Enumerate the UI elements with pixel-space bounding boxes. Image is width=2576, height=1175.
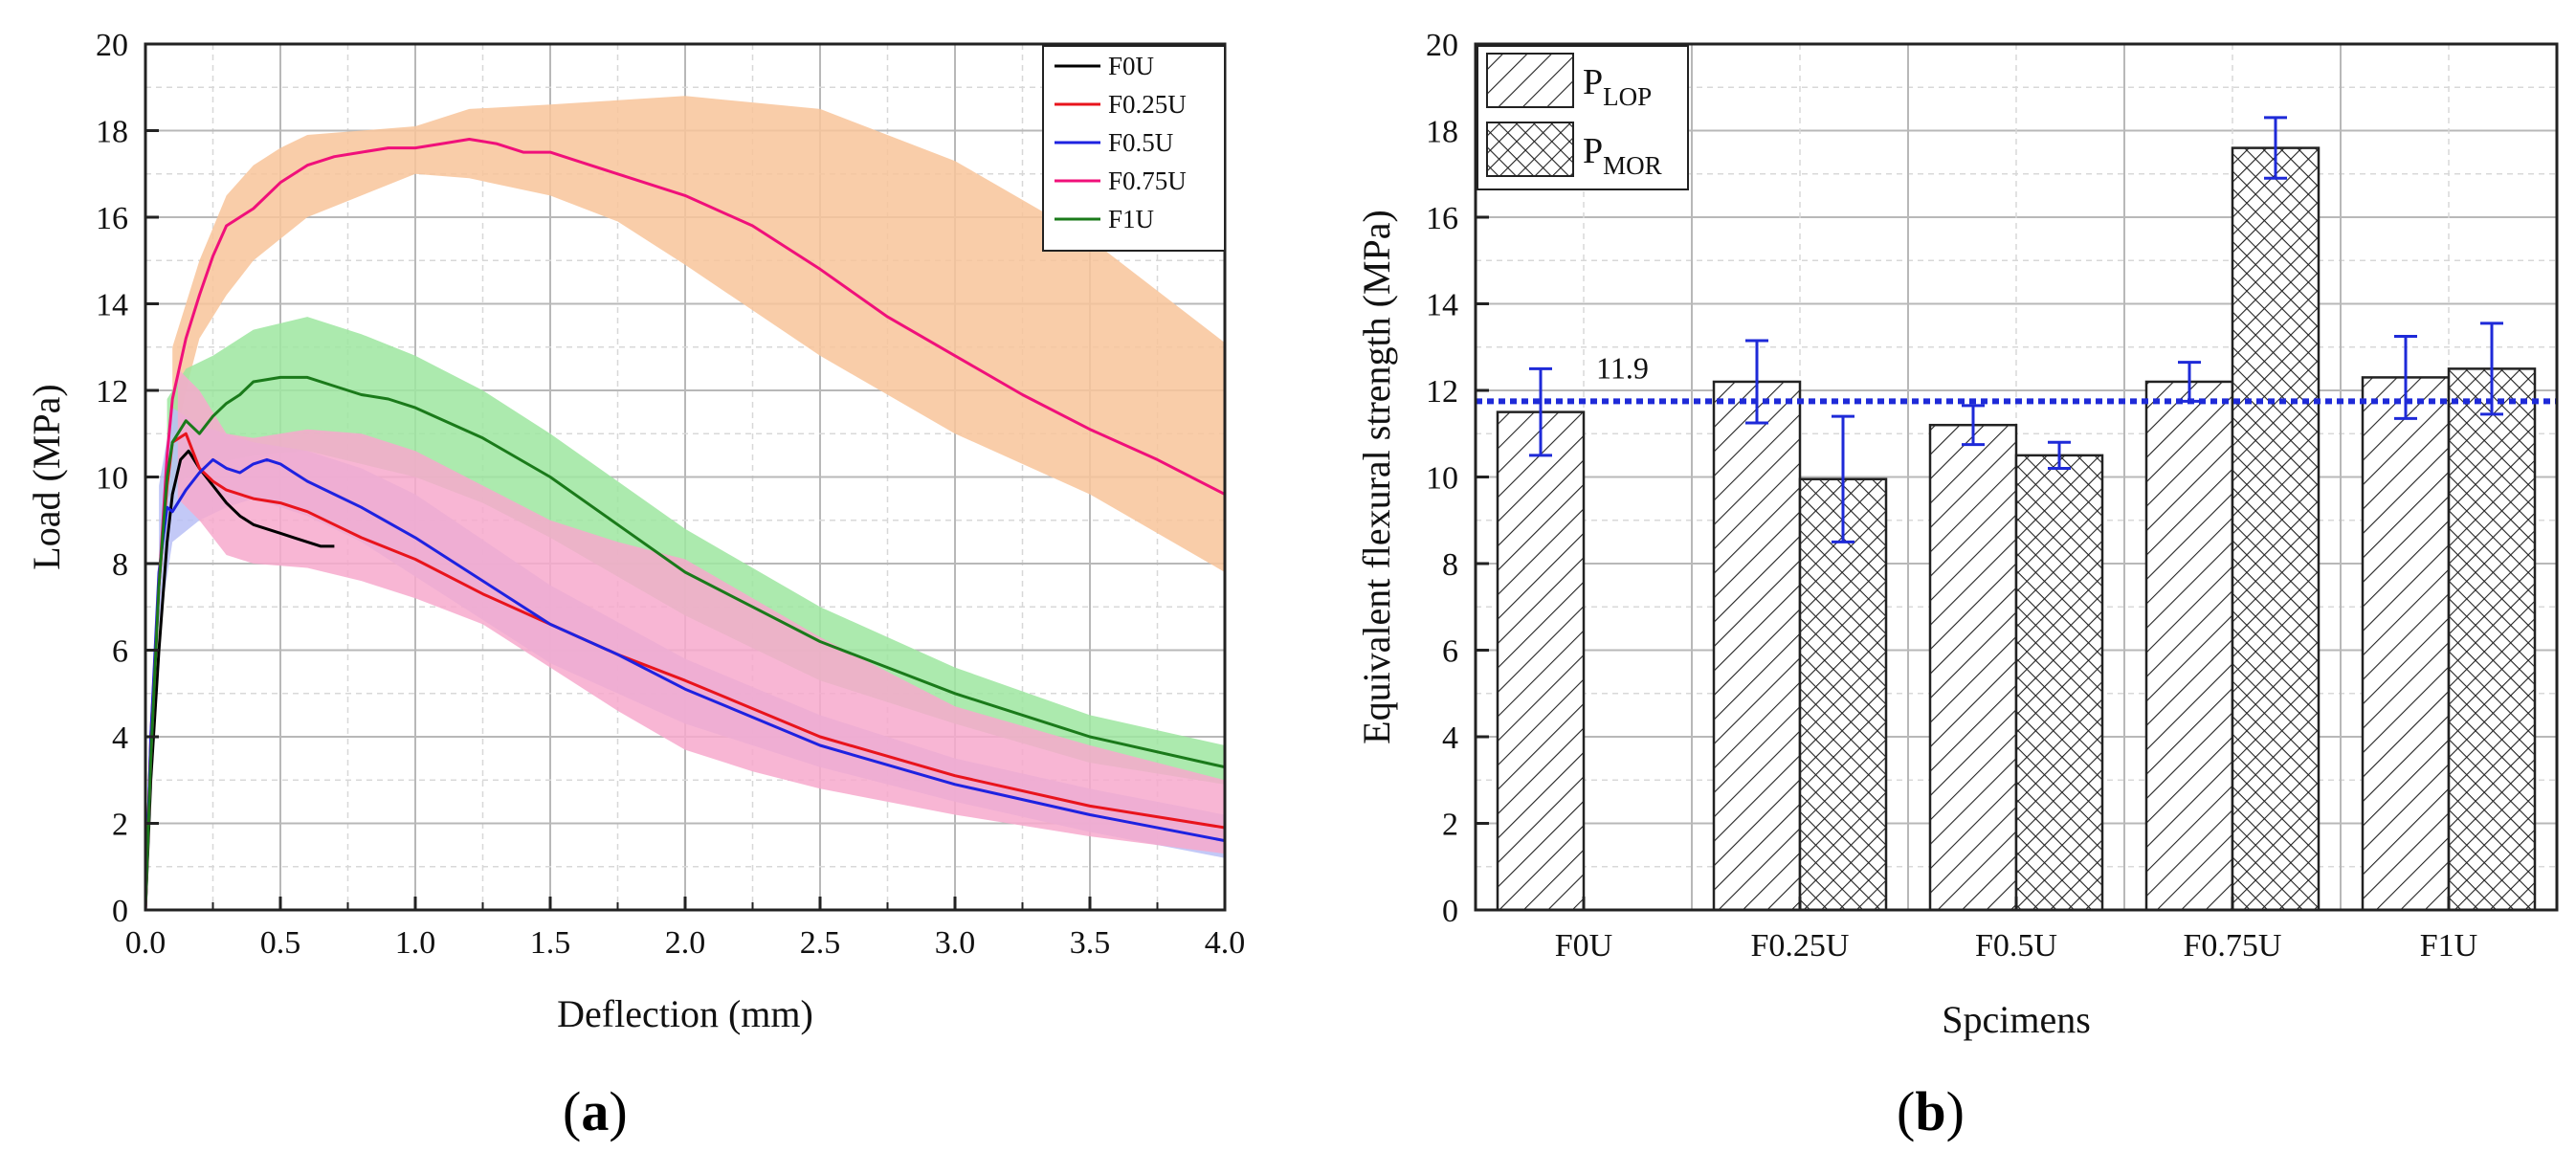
error-bands — [159, 96, 1226, 858]
bar-chart-svg: 11.9 0 2 4 6 8 10 12 14 16 18 20 F0U F0.25U F0.5U F0.75… — [1355, 28, 2559, 1041]
x-tick-label: F0U — [1555, 928, 1612, 964]
series-line-F0U — [144, 449, 335, 911]
line-chart-svg: 0.0 0.5 1.0 1.5 2.0 2.5 3.0 3.5 4.0 0 2 4 6 8 10 12 14 16… — [25, 28, 1245, 1035]
y-tick-label: 10 — [1426, 461, 1458, 497]
bar-F0.75U-LOP — [2144, 380, 2234, 912]
x-axis-label: Spcimens — [1942, 998, 2091, 1041]
y-tick-label: 18 — [1426, 115, 1458, 150]
x-tick-label: 1.5 — [530, 925, 571, 961]
legend-label-F0U: F0U — [1108, 52, 1154, 80]
y-tick-label: 14 — [96, 288, 128, 323]
series-line-F1U — [144, 375, 1226, 911]
x-tick-label: 4.0 — [1205, 925, 1246, 961]
y-tick-label: 16 — [1426, 201, 1458, 236]
y-tick-label: 20 — [1426, 28, 1458, 63]
y-tick-label: 2 — [1442, 808, 1458, 843]
legend: F0U F0.25U F0.5U F0.75U F1U — [1042, 45, 1226, 252]
x-tick-label: F0.25U — [1751, 928, 1850, 964]
bar-F0.5U-LOP — [1928, 423, 2018, 912]
paren-open: ( — [1897, 1080, 1916, 1142]
y-tick-label: 12 — [96, 374, 128, 410]
y-tick-label: 0 — [112, 894, 128, 929]
y-tick-label: 8 — [112, 547, 128, 583]
paren-close: ) — [609, 1080, 628, 1142]
x-tick-label: F1U — [2420, 928, 2477, 964]
reference-line-label: 11.9 — [1596, 350, 1649, 385]
legend-label-F0.25U: F0.25U — [1108, 90, 1187, 119]
y-tick-label: 14 — [1426, 288, 1458, 323]
x-tick-label: F0.5U — [1975, 928, 2057, 964]
bar-F0U-LOP — [1496, 410, 1586, 912]
x-tick-label: 0.5 — [260, 925, 301, 961]
x-tick-label: 2.5 — [800, 925, 841, 961]
panel-b-bar-chart: 11.9 0 2 4 6 8 10 12 14 16 18 20 F0U F0.25U F0.5U F0.75… — [1288, 0, 2576, 1175]
panel-a-letter: a — [581, 1080, 610, 1142]
x-tick-label: 0.0 — [125, 925, 167, 961]
legend-box — [1042, 45, 1226, 252]
axes: 0.0 0.5 1.0 1.5 2.0 2.5 3.0 3.5 4.0 0 2 4 6 8 10 12 14 16… — [25, 28, 1245, 1035]
legend-label-F0.5U: F0.5U — [1108, 128, 1173, 157]
axes: 0 2 4 6 8 10 12 14 16 18 20 F0U F0.25U F0.5U F0.75U F1U… — [1355, 28, 2477, 1041]
x-tick-label: 3.5 — [1070, 925, 1111, 961]
panel-a-label: (a) — [563, 1079, 628, 1143]
legend-label-MOR: PMOR — [1583, 131, 1662, 180]
series-lines — [144, 138, 1226, 911]
paren-open: ( — [563, 1080, 582, 1142]
legend-label-main: P — [1583, 62, 1603, 102]
band-4 — [177, 368, 1225, 854]
y-tick-label: 16 — [96, 201, 128, 236]
legend-label-F1U: F1U — [1108, 205, 1154, 233]
series-line-F0.75U — [144, 138, 1226, 911]
bar-F1U-MOR — [2447, 367, 2537, 912]
y-tick-label: 10 — [96, 461, 128, 497]
legend-label-F0.75U: F0.75U — [1108, 166, 1187, 195]
x-tick-label: 3.0 — [935, 925, 976, 961]
y-axis-label: Load (MPa) — [25, 384, 68, 569]
x-tick-label: 2.0 — [665, 925, 706, 961]
bar-F0.75U-MOR — [2231, 146, 2321, 912]
panel-b-letter: b — [1915, 1080, 1946, 1142]
y-tick-label: 4 — [1442, 721, 1458, 756]
y-axis-label: Equivalent flexural strength (MPa) — [1355, 210, 1398, 744]
band-1 — [172, 96, 1226, 573]
y-tick-label: 6 — [112, 634, 128, 670]
band-2 — [167, 317, 1226, 785]
y-tick-label: 12 — [1426, 374, 1458, 410]
y-tick-label: 8 — [1442, 547, 1458, 583]
y-tick-label: 2 — [112, 808, 128, 843]
bar-F1U-LOP — [2361, 376, 2451, 912]
bar-F0.25U-LOP — [1712, 380, 1802, 912]
legend-swatch-MOR — [1486, 122, 1574, 177]
legend-label-main: P — [1583, 131, 1603, 171]
legend-label-subscript: MOR — [1603, 151, 1662, 180]
x-tick-label: 1.0 — [395, 925, 436, 961]
x-axis-label: Deflection (mm) — [557, 992, 813, 1035]
series-line-F0.5U — [144, 457, 1226, 911]
error-bars — [1529, 116, 2503, 543]
legend-label-subscript: LOP — [1603, 82, 1652, 111]
legend-swatch-LOP — [1486, 53, 1574, 108]
paren-close: ) — [1945, 1080, 1965, 1142]
y-tick-label: 20 — [96, 28, 128, 63]
x-tick-label: F0.75U — [2184, 928, 2282, 964]
y-tick-label: 4 — [112, 721, 128, 756]
panel-b-label: (b) — [1897, 1079, 1965, 1143]
y-tick-label: 18 — [96, 115, 128, 150]
bar-F0.25U-MOR — [1798, 477, 1888, 912]
panel-a-line-chart: 0.0 0.5 1.0 1.5 2.0 2.5 3.0 3.5 4.0 0 2 4 6 8 10 12 14 16… — [25, 28, 1245, 1143]
bar-F0.5U-MOR — [2014, 454, 2104, 912]
y-tick-label: 0 — [1442, 894, 1458, 929]
legend-label-LOP: PLOP — [1583, 62, 1652, 111]
y-tick-label: 6 — [1442, 634, 1458, 670]
